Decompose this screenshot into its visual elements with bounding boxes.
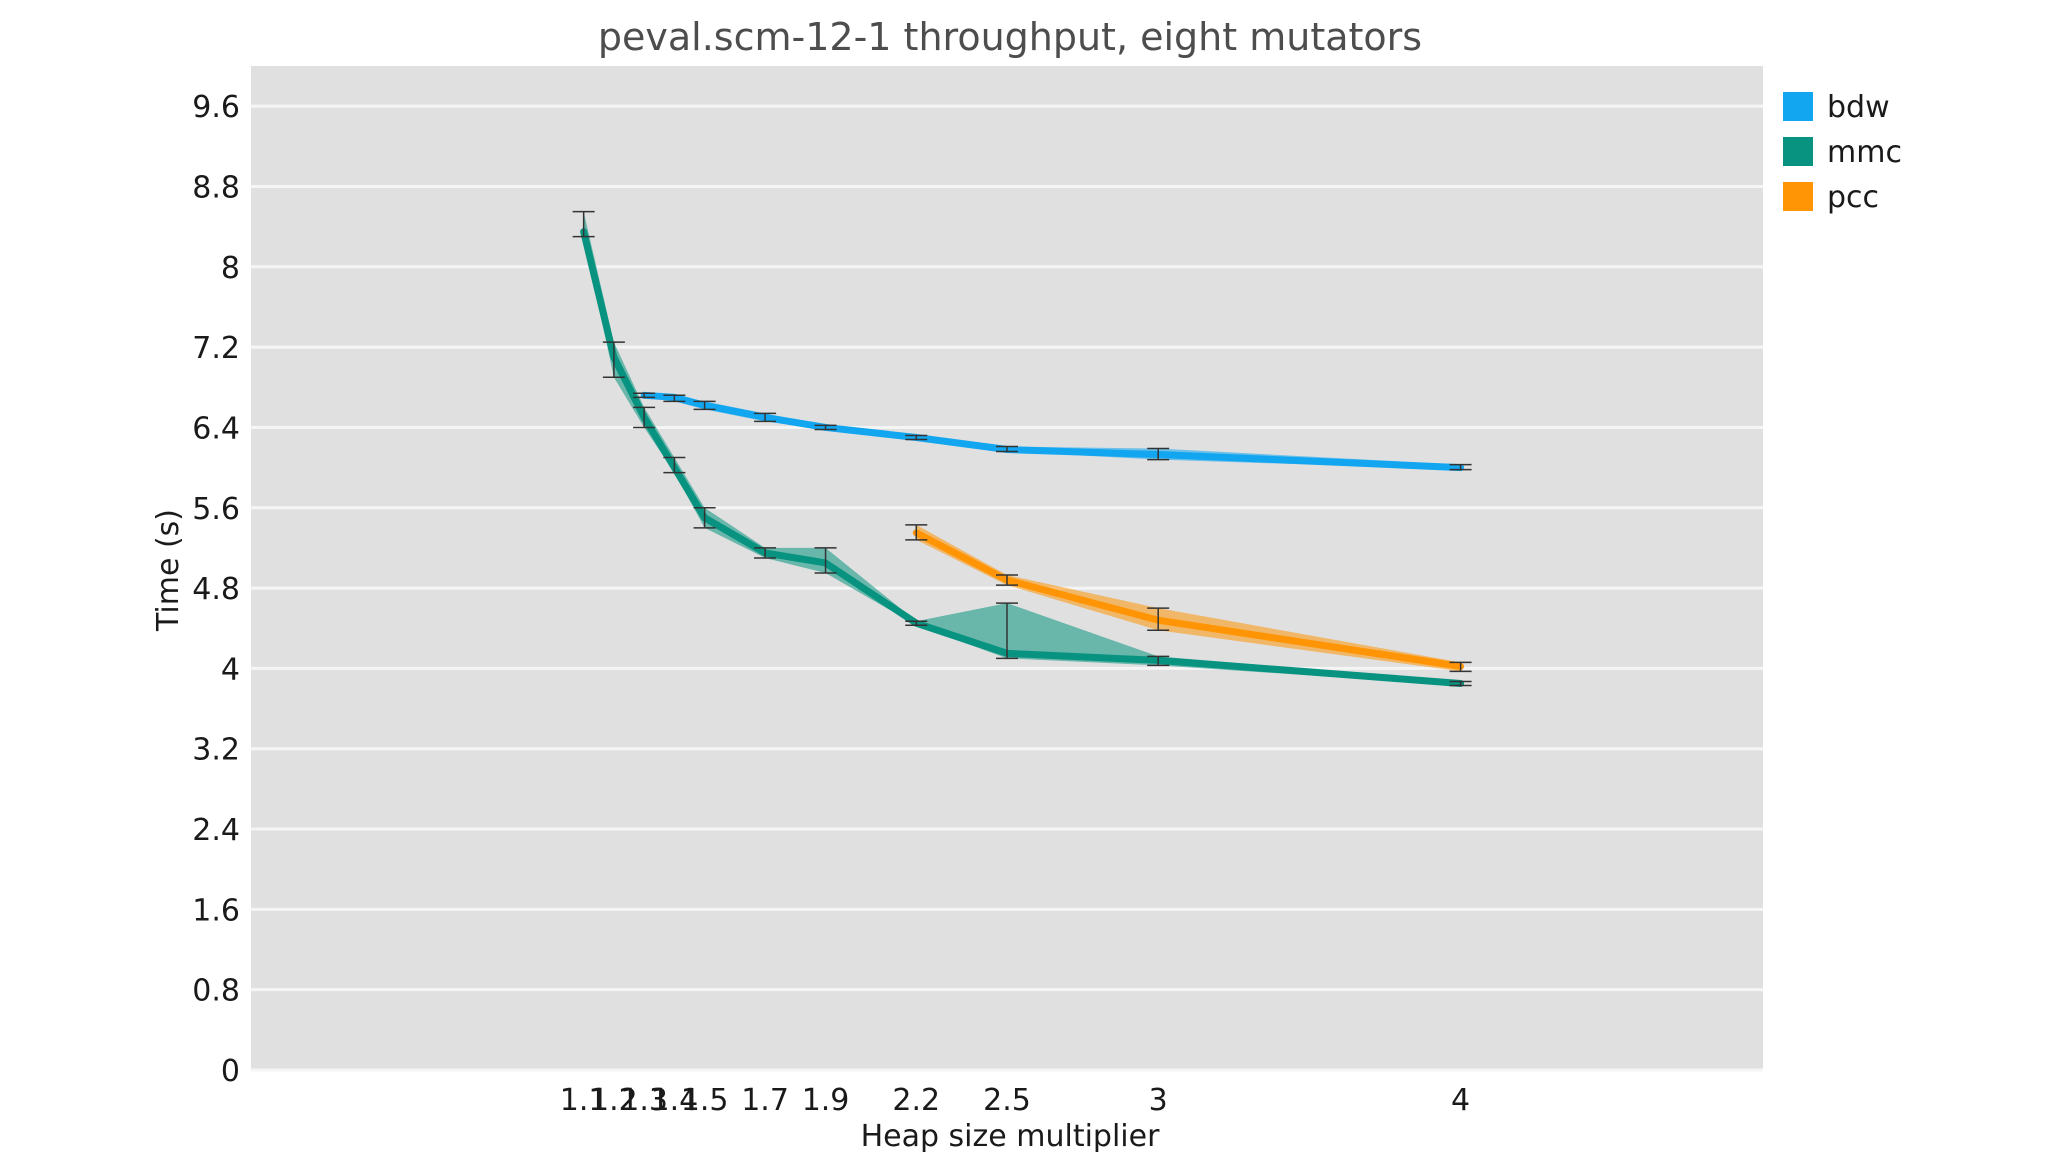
mmc-errorbar — [754, 547, 777, 559]
pcc-legend-swatch — [1783, 182, 1813, 211]
mmc-errorbar — [602, 341, 625, 378]
y-tick-label: 4 — [221, 652, 240, 687]
bdw-errorbar — [754, 412, 777, 423]
mmc-errorbar — [572, 210, 595, 238]
y-tick-label: 6.4 — [192, 411, 240, 446]
x-tick-label: 4 — [1451, 1083, 1470, 1118]
pcc-legend-label: pcc — [1827, 180, 1879, 215]
y-tick-label: 4.8 — [192, 572, 240, 607]
x-tick-label: 1.7 — [741, 1083, 789, 1118]
mmc-errorbar — [693, 507, 716, 529]
mmc-errorbar — [1449, 680, 1472, 687]
y-tick-label: 1.6 — [192, 893, 240, 928]
bdw-errorbar — [633, 392, 656, 399]
grid — [251, 104, 1763, 1072]
pcc-errorbar — [1449, 661, 1472, 673]
x-tick-label: 1.2 — [590, 1083, 638, 1118]
mmc-errorbar — [996, 602, 1018, 660]
y-tick-label: 8 — [221, 251, 240, 286]
pcc-errorbar — [905, 524, 928, 541]
pcc-errorbar — [1147, 607, 1170, 631]
bdw-errorbar — [693, 400, 716, 411]
mmc-errorbar — [905, 620, 928, 626]
y-tick-label: 9.6 — [192, 90, 240, 125]
y-axis-label: Time (s) — [151, 509, 186, 632]
chart-title: peval.scm-12-1 throughput, eight mutator… — [598, 15, 1422, 59]
mmc-errorbar — [663, 456, 686, 474]
plot-background — [251, 66, 1763, 1070]
error-bars — [572, 210, 1472, 687]
x-tick-label: 1.3 — [620, 1083, 668, 1118]
bdw-errorbar — [1147, 447, 1170, 461]
y-tick-label: 5.6 — [192, 492, 240, 527]
mmc-errorbar — [633, 406, 656, 429]
x-axis-label: Heap size multiplier — [861, 1119, 1161, 1152]
pcc-errorbar — [996, 574, 1018, 586]
x-tick-label: 1.5 — [681, 1083, 729, 1118]
mmc-legend-label: mmc — [1827, 135, 1902, 170]
mmc-legend-swatch — [1783, 137, 1813, 166]
bdw-errorbar — [663, 394, 686, 403]
bdw-errorbar — [814, 424, 837, 431]
bdw-legend-swatch — [1783, 92, 1813, 121]
y-tick-label: 0.8 — [192, 974, 240, 1009]
x-tick-label: 1.4 — [651, 1083, 699, 1118]
bdw-legend-label: bdw — [1827, 90, 1890, 125]
pcc-series-line — [912, 529, 1465, 670]
y-tick-label: 2.4 — [192, 813, 240, 848]
y-tick-label: 3.2 — [192, 733, 240, 768]
x-tick-label: 1.9 — [802, 1083, 850, 1118]
bdw-errorbar — [996, 445, 1018, 453]
y-tick-label: 0 — [221, 1054, 240, 1089]
x-tick-label: 3 — [1149, 1083, 1168, 1118]
mmc-band — [583, 211, 1461, 686]
legend: bdw mmc pcc — [1783, 90, 1902, 215]
mmc-errorbar — [1147, 655, 1170, 667]
x-tick-label: 1.1 — [560, 1083, 608, 1118]
x-tick-label: 2.5 — [983, 1083, 1031, 1118]
bdw-errorbar — [905, 434, 928, 441]
y-axis-ticks: 0 0.8 1.6 2.4 3.2 4 4.8 5.6 6.4 7.2 8 8.8 9.6 — [192, 90, 240, 1089]
y-tick-label: 8.8 — [192, 170, 240, 205]
y-tick-label: 7.2 — [192, 331, 240, 366]
x-axis-ticks: 1.11.21.31.41.5 1.7 1.9 2.2 2.5 3 4 — [560, 1083, 1470, 1118]
bdw-errorbar — [1449, 463, 1472, 471]
x-tick-label: 2.2 — [892, 1083, 940, 1118]
mmc-errorbar — [814, 547, 837, 574]
